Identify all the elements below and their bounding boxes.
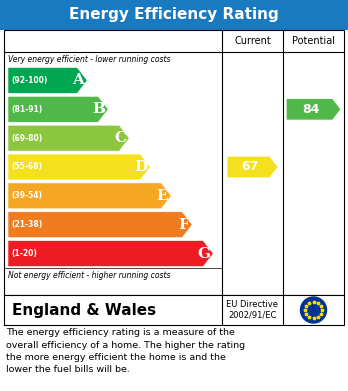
- Text: E: E: [157, 189, 168, 203]
- Text: (69-80): (69-80): [11, 134, 42, 143]
- Text: C: C: [114, 131, 126, 145]
- Text: D: D: [134, 160, 147, 174]
- Text: Potential: Potential: [292, 36, 335, 46]
- Text: Energy Efficiency Rating: Energy Efficiency Rating: [69, 7, 279, 23]
- Text: Current: Current: [234, 36, 271, 46]
- Text: A: A: [72, 74, 84, 88]
- Polygon shape: [228, 157, 277, 178]
- Polygon shape: [8, 240, 213, 267]
- Polygon shape: [8, 96, 108, 122]
- Text: (81-91): (81-91): [11, 105, 42, 114]
- Bar: [4, 295, 344, 325]
- Text: (92-100): (92-100): [11, 76, 47, 85]
- Text: (39-54): (39-54): [11, 191, 42, 200]
- Text: (1-20): (1-20): [11, 249, 37, 258]
- Text: 84: 84: [302, 103, 319, 116]
- Text: B: B: [92, 102, 105, 116]
- Text: Not energy efficient - higher running costs: Not energy efficient - higher running co…: [8, 271, 171, 280]
- Text: (21-38): (21-38): [11, 220, 42, 229]
- Text: EU Directive
2002/91/EC: EU Directive 2002/91/EC: [227, 300, 278, 320]
- Text: G: G: [197, 247, 210, 260]
- Polygon shape: [8, 125, 129, 151]
- Circle shape: [301, 297, 326, 323]
- Polygon shape: [8, 212, 192, 238]
- Text: The energy efficiency rating is a measure of the
overall efficiency of a home. T: The energy efficiency rating is a measur…: [6, 328, 245, 375]
- Polygon shape: [8, 183, 171, 209]
- Polygon shape: [287, 99, 340, 120]
- Bar: [4, 30, 344, 295]
- Text: F: F: [178, 218, 189, 232]
- Text: Very energy efficient - lower running costs: Very energy efficient - lower running co…: [8, 54, 171, 63]
- Polygon shape: [8, 68, 87, 93]
- Bar: [0, 0, 348, 30]
- Text: England & Wales: England & Wales: [12, 303, 156, 317]
- Text: (55-68): (55-68): [11, 163, 42, 172]
- Polygon shape: [8, 154, 150, 180]
- Text: 67: 67: [241, 160, 258, 174]
